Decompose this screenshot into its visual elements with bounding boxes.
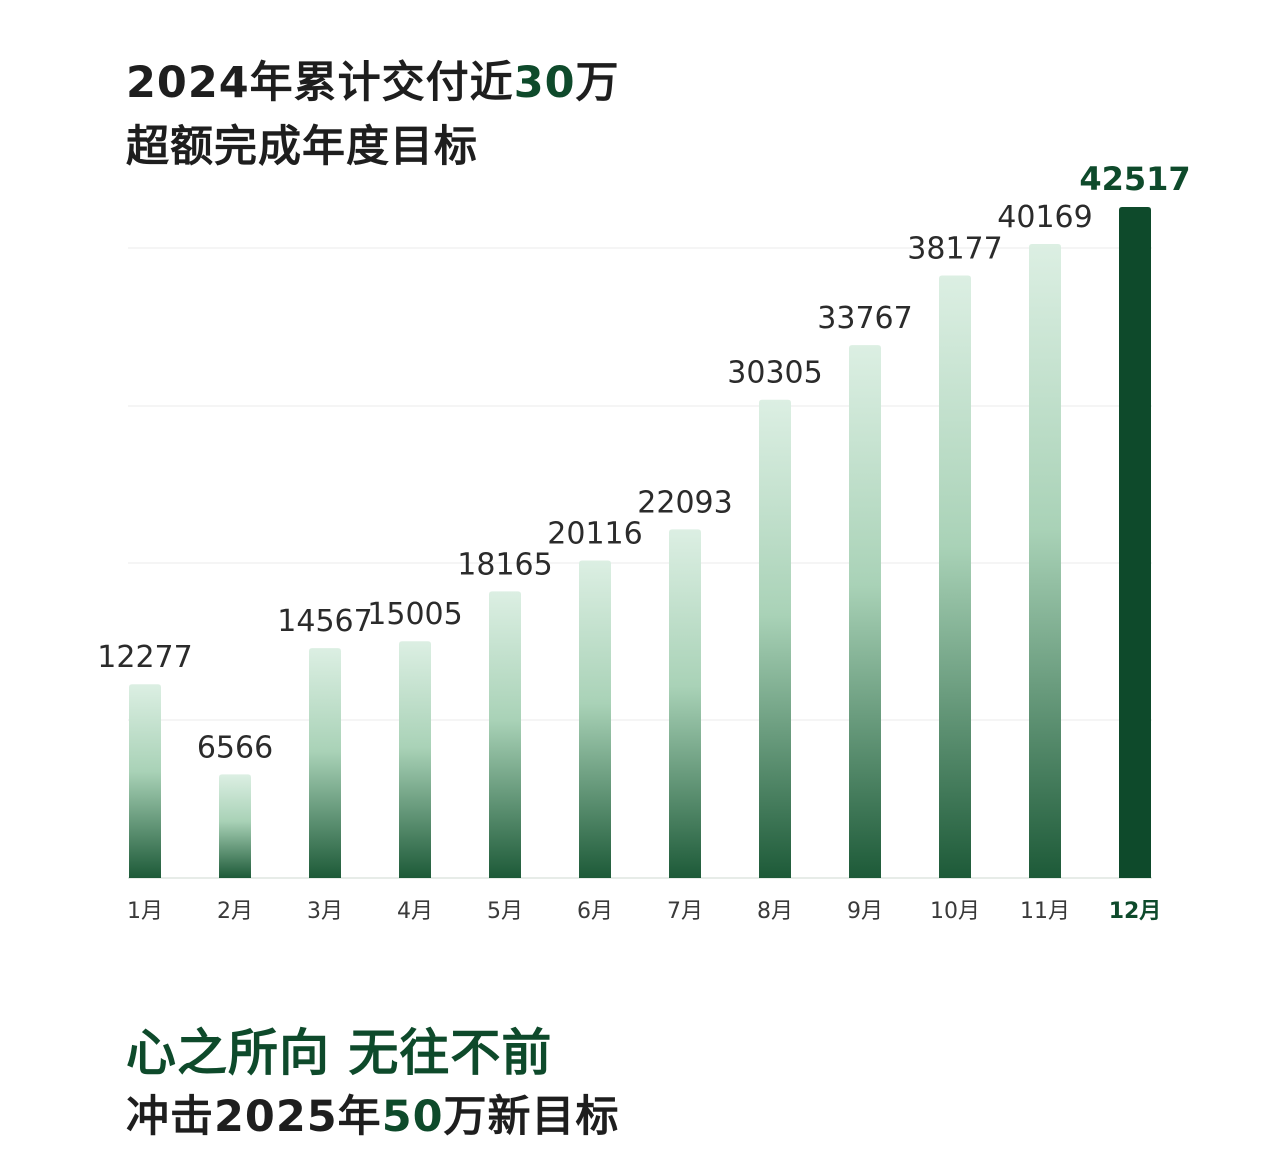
bar-1月 [129,684,161,878]
tick-label-4月: 4月 [397,899,433,924]
tick-label-6月: 6月 [577,899,613,924]
target-emphasis-number: 50 [381,1092,444,1142]
tick-label-7月: 7月 [667,899,703,924]
value-label-4月: 15005 [367,597,462,632]
value-label-5月: 18165 [457,547,552,582]
tick-label-5月: 5月 [487,899,523,924]
value-label-7月: 22093 [637,485,732,520]
title-line-1: 2024年累计交付近30万 [126,62,620,105]
bar-2月 [219,774,251,878]
value-label-9月: 33767 [817,301,912,336]
tick-label-12月: 12月 [1109,899,1162,924]
bar-8月 [759,399,791,878]
bar-4月 [399,641,431,878]
bar-5月 [489,591,521,878]
grid-lines [128,247,1152,879]
bar-10月 [939,275,971,878]
target-line: 冲击2025年50万新目标 [126,1096,620,1139]
tick-label-11月: 11月 [1020,899,1070,924]
target-prefix: 冲击2025年 [126,1092,382,1142]
tick-label-10月: 10月 [930,899,980,924]
value-label-10月: 38177 [907,231,1002,266]
bar-9月 [849,345,881,879]
value-label-6月: 20116 [547,517,642,552]
bar-3月 [309,648,341,878]
value-label-3月: 14567 [277,604,372,639]
bar-7月 [669,529,701,878]
value-label-2月: 6566 [197,730,273,765]
value-label-11月: 40169 [997,200,1092,235]
tick-label-1月: 1月 [127,899,163,924]
title-prefix: 2024年累计交付近 [126,58,514,108]
x-axis-tick-labels: 1月 2月 3月 4月 5月 6月 7月 8月 9月 10月 11月 12月 [127,899,1161,924]
bar-12月 [1119,207,1151,878]
bars [129,207,1151,879]
title-emphasis-number: 30 [513,58,576,108]
value-label-8月: 30305 [727,356,822,391]
tick-label-3月: 3月 [307,899,343,924]
bar-6月 [579,560,611,878]
title-suffix: 万 [575,58,620,108]
target-suffix: 万新目标 [443,1092,620,1142]
value-label-1月: 12277 [97,640,192,675]
tick-label-8月: 8月 [757,899,793,924]
title-line-2: 超额完成年度目标 [126,122,478,172]
value-label-12月: 42517 [1079,160,1190,198]
bar-11月 [1029,244,1061,878]
tick-label-9月: 9月 [847,899,883,924]
tick-label-2月: 2月 [217,899,253,924]
slogan: 心之所向 无往不前 [126,1024,553,1082]
